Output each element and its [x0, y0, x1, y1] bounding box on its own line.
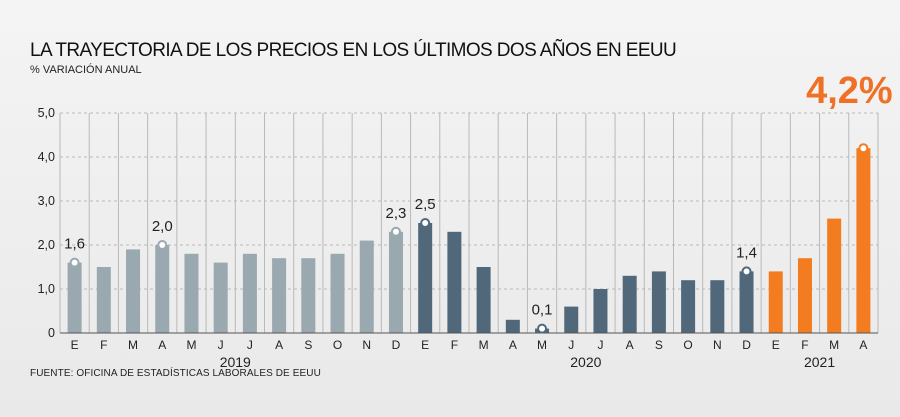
bar: [388, 231, 403, 333]
x-tick-label: F: [801, 338, 808, 352]
data-point-marker: [420, 218, 431, 228]
x-tick-label: A: [859, 338, 867, 352]
bar: [242, 253, 257, 333]
x-tick-label: E: [772, 338, 780, 352]
x-tick-label: F: [451, 338, 458, 352]
bar: [126, 249, 141, 333]
data-label: 1,4: [736, 244, 757, 261]
bar: [184, 253, 199, 333]
bar: [447, 231, 462, 333]
bar: [651, 271, 666, 333]
bar: [827, 218, 842, 333]
x-tick-label: M: [829, 338, 839, 352]
x-tick-label: D: [392, 338, 401, 352]
bar: [797, 258, 812, 333]
y-tick-label: 5,0: [38, 106, 55, 120]
y-tick-label: 1,0: [38, 282, 55, 296]
y-tick-label: 4,0: [38, 150, 55, 164]
bar: [856, 148, 871, 333]
data-point-marker: [69, 257, 80, 268]
bar: [593, 289, 608, 333]
data-point-marker: [858, 143, 869, 154]
bar: [418, 223, 433, 333]
data-label: 2,5: [415, 196, 436, 213]
x-tick-label: M: [186, 338, 196, 352]
x-tick-label: A: [275, 338, 283, 352]
bar: [213, 262, 228, 333]
x-tick-label: A: [158, 338, 166, 352]
bar: [476, 267, 491, 333]
bar: [330, 253, 345, 333]
bar: [505, 319, 520, 333]
x-tick-label: J: [597, 338, 603, 352]
year-label: 2019: [220, 354, 251, 370]
bar: [739, 271, 754, 333]
x-tick-label: J: [568, 338, 574, 352]
chart-subtitle: % VARIACIÓN ANUAL: [30, 64, 142, 76]
bar: [272, 258, 287, 333]
data-point-marker: [537, 323, 548, 334]
x-tick-label: J: [247, 338, 253, 352]
x-tick-label: A: [509, 338, 517, 352]
bar: [622, 275, 637, 333]
x-tick-label: S: [304, 338, 312, 352]
data-label: 2,3: [386, 205, 407, 222]
x-tick-label: E: [71, 338, 79, 352]
bar: [96, 267, 111, 333]
bar: [564, 306, 579, 333]
y-tick-label: 3,0: [38, 194, 55, 208]
y-tick-label: 2,0: [38, 238, 55, 252]
y-tick-label: 0: [48, 326, 55, 340]
bar: [67, 262, 82, 333]
year-label: 2020: [570, 354, 601, 370]
highlight-value-label: 4,2%: [806, 70, 893, 112]
x-tick-label: M: [479, 338, 489, 352]
x-tick-label: M: [537, 338, 547, 352]
data-point-marker: [157, 240, 168, 250]
x-tick-label: O: [333, 338, 342, 352]
bar: [301, 258, 316, 333]
data-label: 1,6: [64, 236, 85, 253]
bar: [710, 280, 725, 333]
data-point-marker: [741, 266, 752, 277]
x-tick-label: J: [218, 338, 224, 352]
x-tick-label: N: [713, 338, 722, 352]
x-tick-label: N: [362, 338, 371, 352]
chart-title: LA TRAYECTORIA DE LOS PRECIOS EN LOS ÚLT…: [30, 40, 677, 61]
x-tick-label: E: [421, 338, 429, 352]
bar: [681, 280, 696, 333]
bar: [359, 240, 374, 333]
data-label: 2,0: [152, 218, 173, 235]
x-tick-label: D: [742, 338, 751, 352]
x-tick-label: M: [128, 338, 138, 352]
year-label: 2021: [804, 354, 835, 370]
source-note: FUENTE: OFICINA DE ESTADÍSTICAS LABORALE…: [30, 368, 321, 379]
x-tick-label: S: [655, 338, 663, 352]
data-point-marker: [390, 226, 401, 237]
x-tick-label: A: [626, 338, 634, 352]
bar: [155, 245, 170, 333]
x-tick-label: O: [683, 338, 692, 352]
x-tick-label: F: [100, 338, 107, 352]
data-label: 0,1: [532, 302, 553, 319]
bar: [768, 271, 783, 333]
